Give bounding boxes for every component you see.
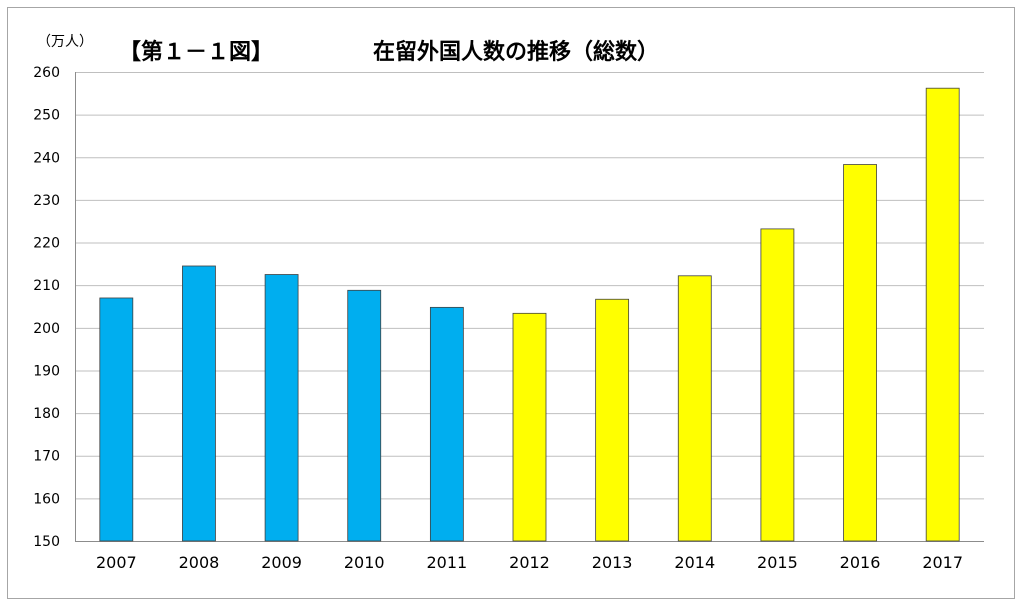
y-tick-label: 220: [33, 236, 60, 252]
x-tick-label: 2017: [922, 553, 963, 572]
x-tick-label: 2016: [840, 553, 881, 572]
x-tick-label: 2015: [757, 553, 798, 572]
y-tick-label: 190: [33, 363, 60, 379]
y-tick-label: 180: [33, 406, 60, 422]
bar-2017: [925, 87, 960, 542]
y-tick-label: 200: [33, 321, 60, 337]
x-tick-label: 2014: [674, 553, 715, 572]
y-tick-label: 230: [33, 193, 60, 209]
bar-2016: [843, 164, 877, 542]
y-unit-label: （万人）: [37, 34, 93, 50]
bar-2015: [760, 228, 795, 542]
y-tick-label: 250: [33, 108, 60, 124]
y-tick-label: 260: [33, 65, 60, 81]
x-tick-label: 2008: [179, 553, 220, 572]
bar-2007: [99, 297, 134, 542]
bar-2014: [677, 275, 712, 542]
bar-2012: [512, 312, 547, 542]
chart-title: 在留外国人数の推移（総数）: [373, 40, 660, 65]
bar-2008: [182, 265, 216, 542]
bar-2010: [347, 289, 382, 542]
y-tick-label: 170: [33, 449, 60, 465]
x-tick-label: 2013: [592, 553, 633, 572]
x-tick-label: 2012: [509, 553, 550, 572]
y-tick-label: 150: [33, 534, 60, 550]
y-tick-label: 210: [33, 278, 60, 294]
x-tick-label: 2007: [96, 553, 137, 572]
y-tick-label: 240: [33, 150, 60, 166]
x-tick-label: 2009: [261, 553, 302, 572]
x-tick-label: 2010: [344, 553, 385, 572]
figure-label: 【第１－１図】: [119, 40, 274, 65]
y-tick-label: 160: [33, 491, 60, 507]
bar-2009: [264, 274, 299, 542]
bar-2011: [429, 306, 464, 542]
bar-2013: [595, 298, 630, 542]
x-tick-label: 2011: [427, 553, 468, 572]
